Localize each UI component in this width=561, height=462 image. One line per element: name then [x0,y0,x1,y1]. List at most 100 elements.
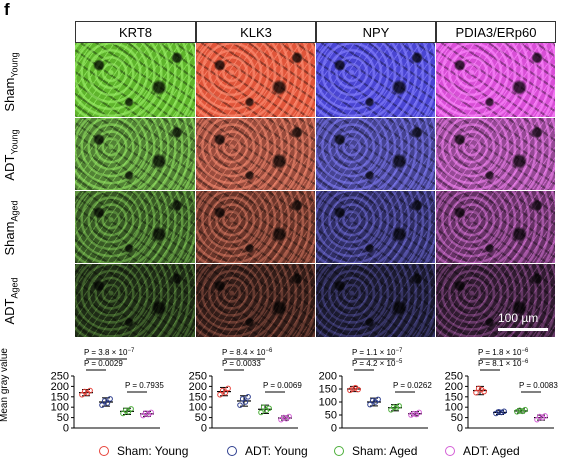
data-point [473,389,479,396]
data-point [142,410,149,416]
y-tick-label: 50 [451,412,463,424]
data-point [79,391,85,398]
image-tile-sham-aged-klk3 [196,191,316,264]
y-tick-label: 50 [195,412,207,424]
data-point [367,401,373,408]
y-tick-label: 100 [189,402,207,414]
y-tick-label: 250 [445,371,463,383]
data-point [416,409,422,416]
image-tile-adt-young-klk3 [196,118,316,191]
y-tick-label: 200 [445,381,463,393]
data-point [148,409,154,416]
legend-item-sham-young: Sham: Young [99,444,188,458]
image-tile-adt-young-krt8 [75,118,196,191]
data-point [99,402,105,408]
image-tile-sham-aged-npy [316,191,436,264]
data-point [516,407,523,414]
y-tick-label: 0 [331,423,337,435]
p-value-label: P = 0.0083 [519,381,558,390]
data-point [475,385,482,392]
image-tile-adt-aged-krt8 [75,264,196,338]
y-tick-label: 200 [189,381,207,393]
image-tile-adt-aged-klk3 [196,264,316,338]
legend-item-sham-aged: Sham: Aged [334,444,417,458]
data-point [107,396,113,402]
y-tick-label: 200 [319,371,337,383]
data-point [222,389,229,396]
image-tile-sham-young-klk3 [196,43,316,118]
p-value-label: P = 3.8 × 10−7 [84,348,135,357]
data-point [245,394,251,400]
legend-item-adt-young: ADT: Young [227,444,308,458]
y-tick-label: 0 [201,423,207,435]
y-tick-label: 100 [445,402,463,414]
y-tick-label: 50 [325,410,337,422]
data-point [258,409,264,416]
image-tile-sham-aged-krt8 [75,191,196,264]
data-point [286,413,292,420]
data-point [120,410,126,417]
scale-bar-label: 100 µm [498,311,539,325]
data-point [498,409,505,416]
data-point [495,408,502,415]
p-value-label: P = 0.0262 [393,381,432,390]
image-tile-adt-aged-pdia3 [436,264,556,338]
data-point [375,396,381,403]
data-point [242,399,249,405]
data-point [266,405,272,412]
p-value-label: P = 1.1 × 10−7 [352,348,403,357]
p-value-label: P = 0.7935 [125,381,164,390]
row-label-adt-young: ADTYoung [2,129,20,181]
data-point [522,406,528,413]
image-tile-sham-young-pdia3 [436,43,556,118]
y-tick-label: 0 [457,423,463,435]
legend-label: Sham: Young [117,444,189,458]
data-point [408,412,414,418]
data-point [237,402,243,408]
data-point [349,386,356,392]
p-value-label: P = 0.0033 [222,359,261,368]
p-value-label: P = 4.2 × 10−5 [352,359,403,368]
data-point [128,406,134,412]
data-point [81,388,88,395]
legend-label: Sham: Aged [352,444,418,458]
row-label-adt-aged: ADTAged [2,277,20,325]
image-tile-sham-aged-pdia3 [436,191,556,264]
data-point [87,387,93,394]
data-point [390,404,397,411]
scale-bar [498,328,548,331]
legend-marker-icon [227,446,237,456]
data-point [481,388,487,395]
data-point [514,408,520,415]
data-point [280,414,287,421]
data-point [410,410,417,417]
data-point [104,400,111,406]
data-point [347,387,353,394]
image-tile-sham-young-npy [316,43,436,118]
legend-label: ADT: Aged [463,444,520,458]
y-tick-label: 50 [57,412,69,424]
y-tick-label: 150 [445,391,463,403]
y-tick-label: 150 [51,391,69,403]
data-point [542,413,548,419]
y-tick-label: 0 [63,423,69,435]
image-tile-adt-young-pdia3 [436,118,556,191]
data-point [225,385,231,392]
data-point [536,413,543,420]
data-point [396,403,402,409]
y-tick-label: 100 [51,402,69,414]
p-value-label: P = 8.1 × 10−6 [478,359,529,368]
image-tile-adt-young-npy [316,118,436,191]
data-point [369,397,376,404]
p-value-label: P = 0.0029 [84,359,123,368]
p-value-label: P = 8.4 × 10−6 [222,348,273,357]
p-value-label: P = 1.8 × 10−6 [478,348,529,357]
y-tick-label: 100 [319,397,337,409]
data-point [355,386,361,393]
legend-item-adt-aged: ADT: Aged [445,444,520,458]
panel-label: f [4,0,10,19]
